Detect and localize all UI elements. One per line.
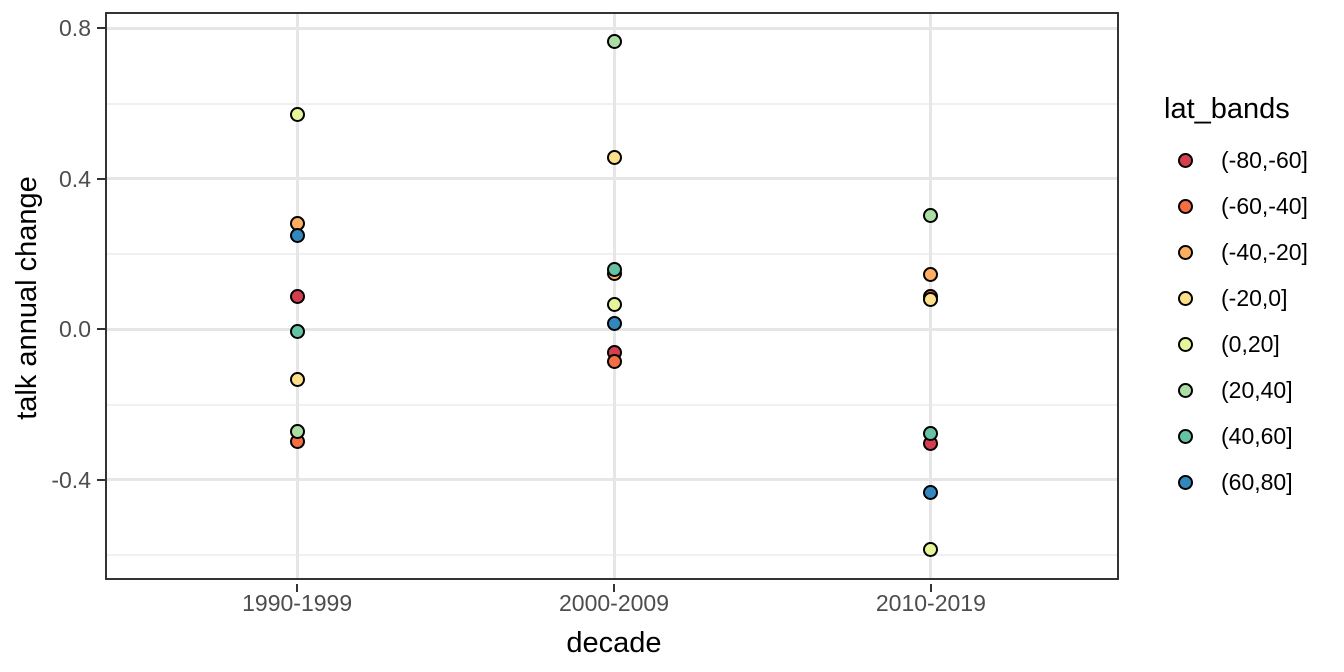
data-point xyxy=(923,542,939,558)
legend-key-circle xyxy=(1178,244,1193,260)
x-tick-label: 2010-2019 xyxy=(875,590,986,616)
legend-key-circle xyxy=(1178,474,1193,490)
data-point xyxy=(606,315,622,331)
gridline-minor-y xyxy=(107,253,1117,256)
y-tick-label: 0.8 xyxy=(59,15,91,42)
legend-item: (-40,-20] xyxy=(1140,229,1308,275)
data-point xyxy=(289,228,305,244)
data-point xyxy=(923,266,939,282)
data-point xyxy=(289,423,305,439)
legend-item-label: (20,40] xyxy=(1221,377,1293,403)
legend-key-circle xyxy=(1178,198,1193,214)
data-point xyxy=(289,371,305,387)
plot-panel xyxy=(105,12,1119,580)
legend-item: (60,80] xyxy=(1140,459,1293,505)
legend-item-label: (-20,0] xyxy=(1221,285,1288,311)
data-point xyxy=(923,484,939,500)
gridline-major-y xyxy=(107,177,1117,181)
data-point xyxy=(923,208,939,224)
data-point xyxy=(606,33,622,49)
legend-title: lat_bands xyxy=(1164,93,1290,125)
legend-item-label: (40,60] xyxy=(1221,423,1293,449)
legend-item: (20,40] xyxy=(1140,367,1293,413)
y-tick-mark xyxy=(97,478,105,481)
x-tick-mark xyxy=(929,584,932,592)
legend-item: (-20,0] xyxy=(1140,275,1287,321)
legend-item-label: (-80,-60] xyxy=(1221,147,1308,173)
legend-item-label: (-40,-20] xyxy=(1221,239,1308,265)
legend-item: (-80,-60] xyxy=(1140,137,1308,183)
legend: lat_bands (-80,-60] (-60,-40] (-40,-20] (-2… xyxy=(1140,80,1344,520)
data-point xyxy=(923,425,939,441)
y-tick-mark xyxy=(97,328,105,331)
data-point xyxy=(923,291,939,307)
gridline-major-y xyxy=(107,26,1117,30)
gridline-minor-y xyxy=(107,554,1117,557)
gridline-major-x xyxy=(612,14,616,578)
gridline-minor-y xyxy=(107,403,1117,406)
data-point xyxy=(606,297,622,313)
legend-item-label: (-60,-40] xyxy=(1221,193,1308,219)
legend-key-circle xyxy=(1178,428,1193,444)
legend-item: (40,60] xyxy=(1140,413,1293,459)
data-point xyxy=(606,261,622,277)
legend-item: (-60,-40] xyxy=(1140,183,1308,229)
x-axis-title: decade xyxy=(566,627,662,659)
x-tick-mark xyxy=(613,584,615,592)
legend-item-label: (60,80] xyxy=(1221,469,1293,495)
legend-key-circle xyxy=(1178,336,1193,352)
y-tick-mark xyxy=(97,177,105,180)
data-point xyxy=(606,149,622,165)
y-axis-title: talk annual change xyxy=(11,176,43,420)
data-point xyxy=(289,323,305,339)
legend-item-label: (0,20] xyxy=(1221,331,1280,357)
x-tick-label: 1990-1999 xyxy=(242,590,353,616)
legend-key-circle xyxy=(1178,382,1193,398)
y-tick-label: 0.4 xyxy=(59,165,91,192)
y-tick-label: -0.4 xyxy=(51,466,91,493)
gridline-minor-y xyxy=(107,102,1117,105)
data-point xyxy=(289,289,305,305)
y-tick-mark xyxy=(97,27,105,30)
legend-item: (0,20] xyxy=(1140,321,1280,367)
legend-key-circle xyxy=(1178,290,1193,306)
data-point xyxy=(289,106,305,122)
y-tick-label: 0.0 xyxy=(59,316,91,343)
legend-key-circle xyxy=(1178,152,1193,168)
data-point xyxy=(606,353,622,369)
x-tick-label: 2000-2009 xyxy=(559,590,669,616)
x-tick-mark xyxy=(296,584,299,592)
gridline-major-y xyxy=(107,478,1117,482)
